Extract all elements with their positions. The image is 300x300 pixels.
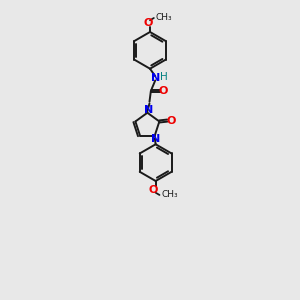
Text: O: O [166,116,175,126]
Text: O: O [143,18,153,28]
Text: O: O [158,86,168,96]
Text: N: N [151,134,160,144]
Text: O: O [149,185,158,195]
Text: N: N [152,73,161,83]
Text: CH₃: CH₃ [156,14,172,22]
Text: N: N [144,105,153,115]
Text: H: H [160,72,167,82]
Text: CH₃: CH₃ [161,190,178,200]
